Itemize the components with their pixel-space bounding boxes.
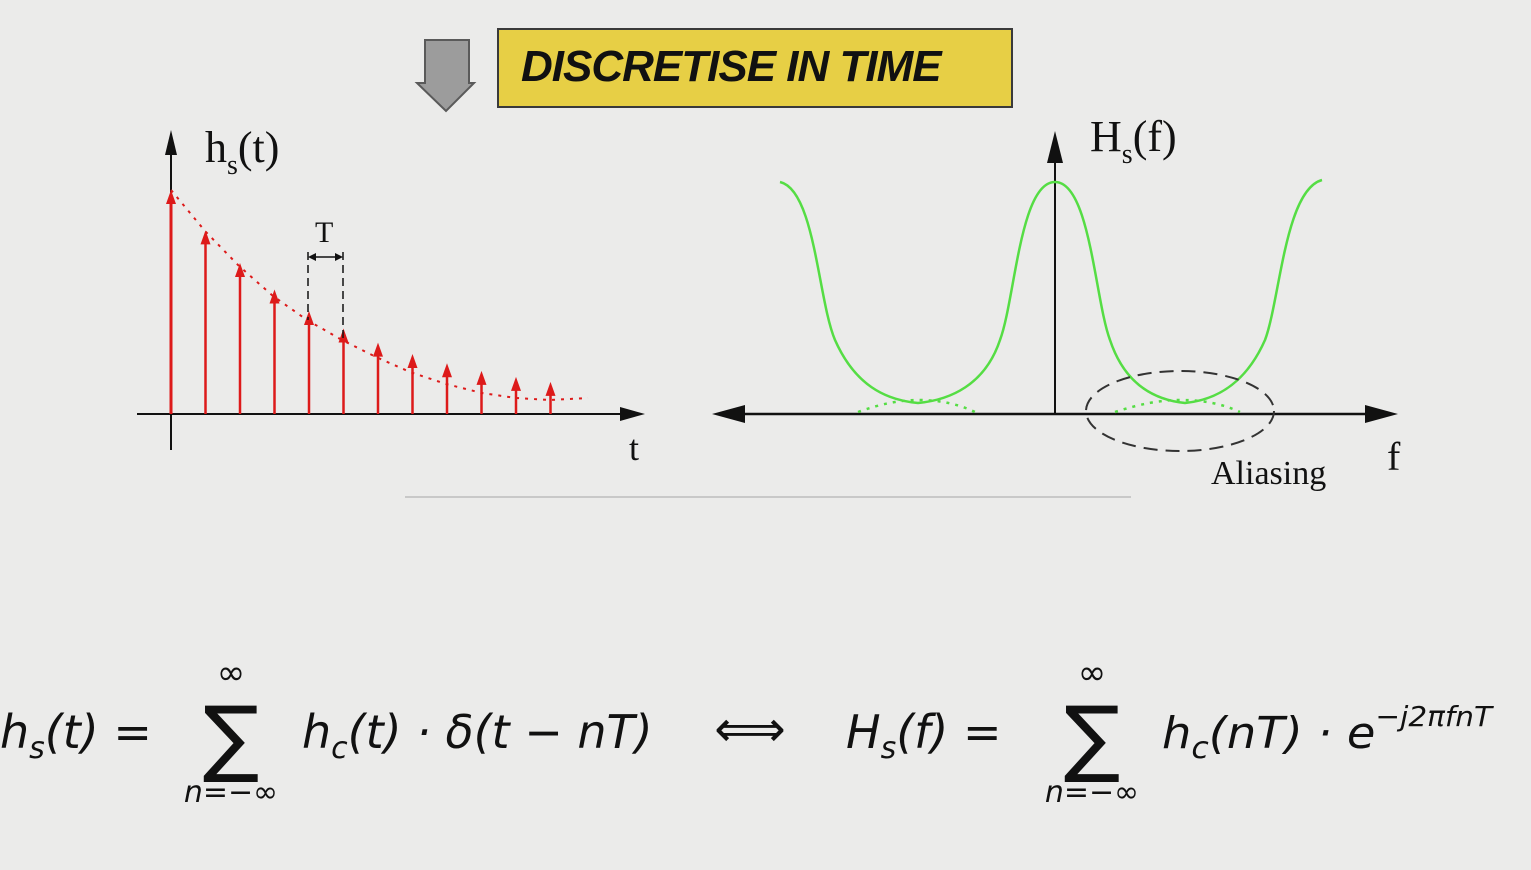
spectrum-curve (779, 178, 1323, 405)
rhs-term: hc(nT) · e −j2πfnT (1162, 700, 1494, 766)
right-y-label: Hs(f) (1090, 112, 1177, 170)
equation-lhs: hs(t) = ∞ ∑ n=−∞ hc(t) · δ(t − nT) (0, 653, 653, 810)
sample-arrowhead (200, 230, 211, 245)
left-x-axis-arrowhead (620, 407, 645, 421)
title-banner: DISCRETISE IN TIME (497, 28, 1013, 108)
right-plot: Aliasing Hs(f) f (712, 112, 1401, 492)
spectrum-overlap-right (1114, 398, 1241, 414)
period-arrowhead-left (308, 253, 316, 261)
sample-arrowhead (442, 363, 452, 378)
right-x-axis-arrowhead-right (1365, 405, 1398, 423)
spectrum-overlap-left (857, 398, 976, 414)
left-x-label: t (629, 428, 639, 468)
lhs-sum-sign: ∑ (203, 688, 260, 786)
down-arrow-icon (414, 39, 477, 113)
right-y-axis-arrowhead (1047, 131, 1063, 163)
left-y-axis-arrowhead (165, 130, 177, 155)
iff-symbol: ⟺ (714, 700, 786, 758)
lhs-sum-top: ∞ (217, 653, 245, 693)
banner-text: DISCRETISE IN TIME (521, 42, 942, 91)
period-arrowhead-right (335, 253, 343, 261)
sample-arrowhead (476, 370, 487, 385)
sample-arrowhead (166, 190, 176, 204)
sample-arrowhead (545, 381, 556, 396)
sample-arrowhead (511, 376, 521, 391)
sample-arrowhead (235, 263, 245, 278)
left-y-label: hs(t) (205, 123, 279, 181)
aliasing-label: Aliasing (1211, 455, 1326, 492)
left-plot: T hs(t) t (137, 123, 645, 468)
sample-arrowhead (269, 289, 280, 304)
rhs-sum-sign: ∑ (1064, 688, 1121, 786)
rhs-sum-bottom: n=−∞ (1045, 775, 1139, 810)
rhs-head: Hs(f) = (846, 705, 1002, 766)
lhs-head: hs(t) = (0, 705, 152, 766)
right-x-label: f (1387, 434, 1401, 479)
period-label: T (315, 216, 333, 249)
sample-arrowhead (304, 311, 314, 326)
rhs-sum-top: ∞ (1078, 653, 1106, 693)
decay-envelope (170, 189, 589, 402)
right-x-axis-arrowhead-left (712, 405, 745, 423)
equation-rhs: Hs(f) = ∞ ∑ n=−∞ hc(nT) · e −j2πfnT (846, 653, 1494, 810)
aliasing-ellipse (1085, 370, 1275, 452)
sample-stems (166, 190, 556, 414)
sample-arrowhead (373, 342, 383, 357)
sample-arrowhead (407, 354, 418, 369)
lhs-sum-bottom: n=−∞ (184, 775, 278, 810)
lhs-term: hc(t) · δ(t − nT) (302, 705, 653, 766)
